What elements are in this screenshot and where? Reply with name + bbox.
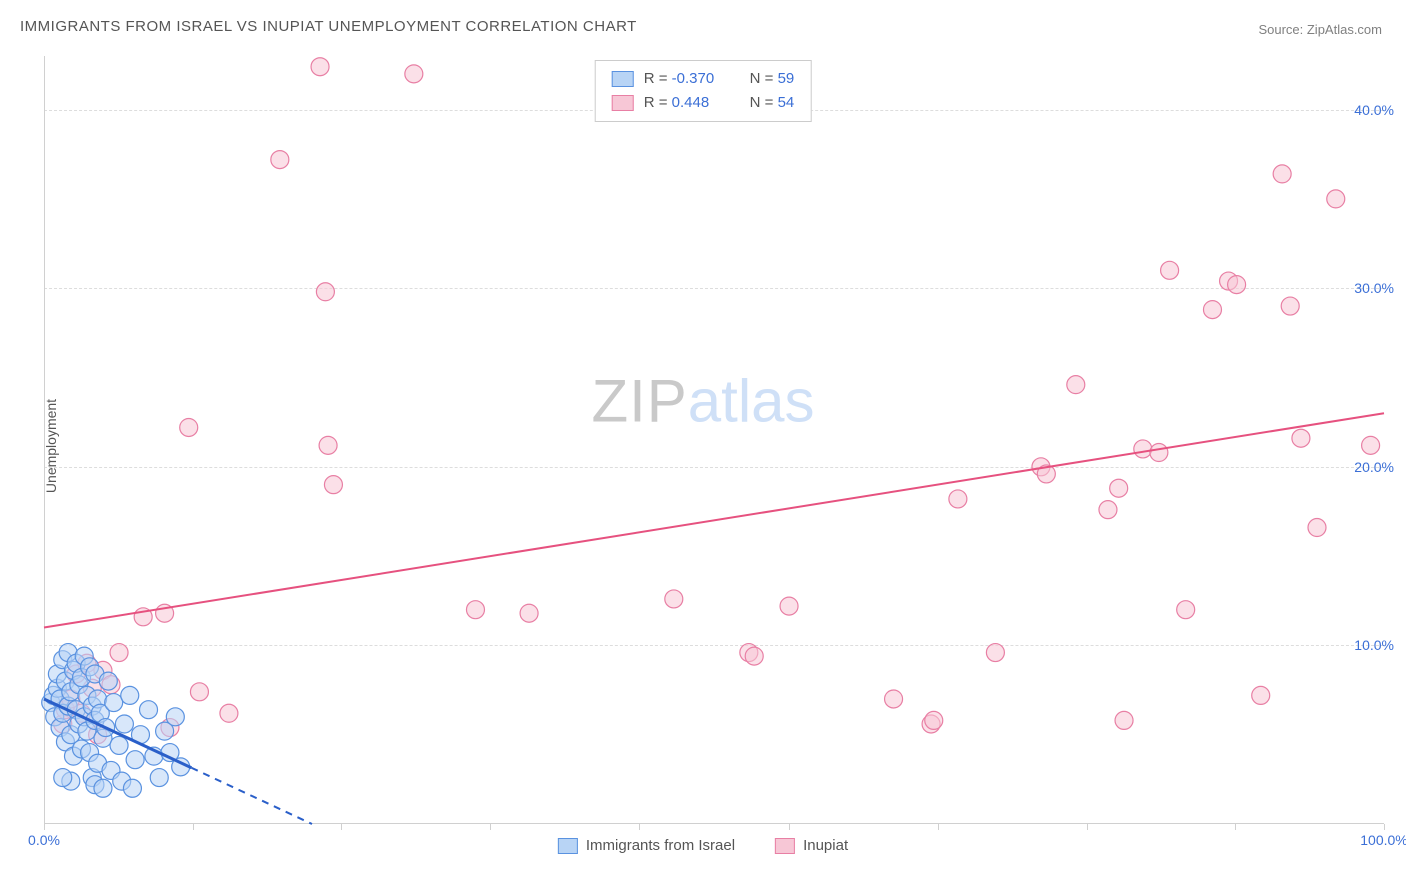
swatch-israel xyxy=(612,71,634,87)
legend-item-inupiat: Inupiat xyxy=(775,837,848,854)
source-attribution: Source: ZipAtlas.com xyxy=(1258,22,1382,37)
legend-row-israel: R = -0.370 N = 59 xyxy=(612,67,795,91)
y-tick-label: 10.0% xyxy=(1354,637,1394,653)
scatter-svg xyxy=(44,56,1384,824)
r-label: R = xyxy=(644,70,672,87)
n-label: N = xyxy=(750,70,778,87)
legend-row-inupiat: R = 0.448 N = 54 xyxy=(612,91,795,115)
r-value-israel: -0.370 xyxy=(672,67,730,91)
series-legend: Immigrants from Israel Inupiat xyxy=(558,837,848,854)
y-tick-label: 20.0% xyxy=(1354,459,1394,475)
legend-label-inupiat: Inupiat xyxy=(803,837,848,854)
x-tick-label: 100.0% xyxy=(1360,832,1406,848)
legend-label-israel: Immigrants from Israel xyxy=(586,837,735,854)
chart-title: IMMIGRANTS FROM ISRAEL VS INUPIAT UNEMPL… xyxy=(20,18,637,35)
source-label: Source: xyxy=(1258,22,1306,37)
x-tick-label: 0.0% xyxy=(28,832,60,848)
correlation-legend: R = -0.370 N = 59 R = 0.448 N = 54 xyxy=(595,60,812,122)
n-value-inupiat: 54 xyxy=(778,94,795,111)
y-tick-label: 40.0% xyxy=(1354,102,1394,118)
legend-item-israel: Immigrants from Israel xyxy=(558,837,735,854)
r-value-inupiat: 0.448 xyxy=(672,91,730,115)
y-tick-label: 30.0% xyxy=(1354,280,1394,296)
n-value-israel: 59 xyxy=(778,70,795,87)
correlation-chart: IMMIGRANTS FROM ISRAEL VS INUPIAT UNEMPL… xyxy=(0,0,1406,892)
n-label: N = xyxy=(750,94,778,111)
swatch-israel-icon xyxy=(558,838,578,854)
swatch-inupiat xyxy=(612,95,634,111)
swatch-inupiat-icon xyxy=(775,838,795,854)
r-label: R = xyxy=(644,94,672,111)
source-value: ZipAtlas.com xyxy=(1307,22,1382,37)
